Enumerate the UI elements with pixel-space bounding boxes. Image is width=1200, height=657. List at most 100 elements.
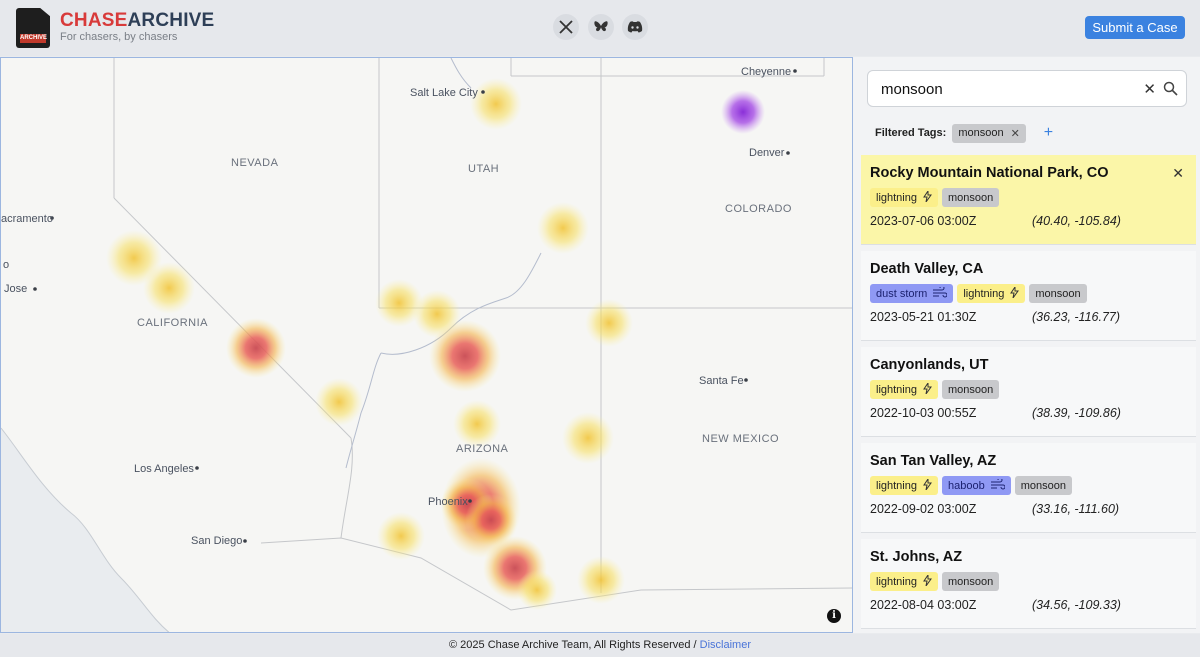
logo-text: ARCHIVE [20,34,48,43]
result-time: 2023-05-21 01:30Z [870,310,977,324]
brand-dark: ARCHIVE [127,10,215,31]
copyright-text: © 2025 Chase Archive Team, All Rights Re… [449,639,700,651]
result-time: 2022-10-03 00:55Z [870,406,977,420]
result-coords: (38.39, -109.86) [1032,406,1121,420]
tag-label: monsoon [1035,287,1081,300]
result-title: Death Valley, CA [870,261,984,277]
logo-icon[interactable]: ARCHIVE [16,7,51,48]
ocean-shape [1,428,169,632]
result-time: 2023-07-06 03:00Z [870,214,977,228]
tag-label: lightning [876,191,917,204]
city-label-santa-fe: Santa Fe [699,375,744,387]
tag-monsoon[interactable]: monsoon [1014,476,1072,495]
tag-monsoon[interactable]: monsoon [1029,284,1087,303]
tag-monsoon[interactable]: monsoon [941,572,1000,591]
heatmap-layer [106,78,765,610]
map[interactable]: Cheyenne Salt Lake City Denver NEVADA UT… [0,57,853,633]
tag-label: monsoon [947,575,994,588]
wind-icon [990,477,1006,493]
results-list: Rocky Mountain National Park, CO ✕ light… [861,155,1196,633]
tag-lightning[interactable]: lightning [957,284,1026,303]
result-time: 2022-08-04 03:00Z [870,598,977,612]
result-coords: (40.40, -105.84) [1032,214,1121,228]
add-tag-icon[interactable]: + [1043,124,1054,141]
state-label-nevada: NEVADA [231,157,279,169]
filtered-tags-label: Filtered Tags: [875,127,947,139]
city-label-fragment: o [3,259,9,271]
result-title: San Tan Valley, AZ [870,453,997,469]
brand-red: CHASE [60,10,128,31]
city-label-phoenix: Phoenix [428,496,468,508]
search-box[interactable]: monsoon ✕ [867,70,1187,107]
result-title: Canyonlands, UT [870,357,989,373]
lightning-icon [923,572,932,589]
tag-lightning[interactable]: lightning [870,380,938,399]
result-coords: (36.23, -116.77) [1032,310,1121,324]
tag-monsoon[interactable]: monsoon [941,380,1000,399]
tag-label: lightning [876,383,917,396]
tag-haboob[interactable]: haboob [941,476,1011,495]
tag-monsoon[interactable]: monsoon [941,188,1000,207]
discord-icon[interactable] [622,14,648,40]
result-coords: (33.16, -111.60) [1032,502,1120,516]
city-label-salt-lake-city: Salt Lake City [410,87,478,99]
footer: © 2025 Chase Archive Team, All Rights Re… [0,634,1200,657]
tag-label: lightning [963,287,1005,300]
tag-lightning[interactable]: lightning [870,476,938,495]
city-label-denver: Denver [749,147,785,159]
tag-lightning[interactable]: lightning [870,572,938,591]
city-label-sacramento: acramento [1,213,53,225]
lightning-icon [923,380,932,397]
tag-label: monsoon [947,383,994,396]
wind-icon [933,285,948,301]
clear-search-icon[interactable]: ✕ [1143,81,1156,98]
city-label-san-diego: San Diego [191,535,242,547]
header: ARCHIVE CHASEARCHIVE For chasers, by cha… [0,0,1200,56]
tag-dust-storm[interactable]: dust storm [870,284,954,303]
tag-label: monsoon [947,191,994,204]
filter-tag-monsoon[interactable]: monsoon ✕ [952,123,1026,143]
city-dots [33,69,797,543]
x-icon[interactable] [553,14,579,40]
map-canvas[interactable]: Cheyenne Salt Lake City Denver NEVADA UT… [1,58,853,633]
state-label-california: CALIFORNIA [137,317,208,329]
tagline: For chasers, by chasers [60,31,178,43]
close-icon[interactable]: ✕ [1172,165,1184,181]
remove-tag-icon[interactable]: ✕ [1010,127,1020,140]
result-card[interactable]: San Tan Valley, AZ lightning haboob mons… [861,443,1196,533]
state-label-arizona: ARIZONA [456,443,509,455]
result-card[interactable]: Death Valley, CA dust storm lightning mo… [861,251,1196,341]
search-icon[interactable] [1163,81,1178,101]
tag-label: lightning [876,479,917,492]
tag-label: lightning [876,575,917,588]
sidebar: monsoon ✕ Filtered Tags: monsoon ✕ + Rock… [853,57,1200,633]
state-label-new-mexico: NEW MEXICO [702,433,779,445]
lightning-icon [923,476,932,493]
city-label-cheyenne: Cheyenne [741,66,791,78]
tag-label: dust storm [876,287,928,300]
tag-label: monsoon [1020,479,1066,492]
bluesky-icon[interactable] [588,14,614,40]
result-card[interactable]: St. Johns, AZ lightning monsoon 2022-08-… [861,539,1196,629]
result-card[interactable]: Canyonlands, UT lightning monsoon 2022-1… [861,347,1196,437]
tag-label: haboob [947,479,985,492]
result-title: Rocky Mountain National Park, CO [870,165,1109,181]
result-coords: (34.56, -109.33) [1032,598,1121,612]
result-card[interactable]: Rocky Mountain National Park, CO ✕ light… [861,155,1196,245]
filtered-tags-row: Filtered Tags: monsoon ✕ + [875,123,1053,143]
rivers [345,58,542,469]
tag-lightning[interactable]: lightning [870,188,938,207]
city-label-los-angeles: Los Angeles [134,463,194,475]
brand-title[interactable]: CHASEARCHIVE [60,10,214,32]
city-label-san-jose: Jose [4,283,27,295]
filter-tag-label: monsoon [958,127,1004,139]
result-title: St. Johns, AZ [870,549,963,565]
result-time: 2022-09-02 03:00Z [870,502,977,516]
info-icon[interactable]: i [827,609,841,623]
state-label-colorado: COLORADO [725,203,792,215]
disclaimer-link[interactable]: Disclaimer [699,639,751,651]
submit-case-button[interactable]: Submit a Case [1085,16,1185,39]
search-input[interactable]: monsoon [881,81,943,98]
state-label-utah: UTAH [468,163,499,175]
lightning-icon [1010,284,1020,301]
